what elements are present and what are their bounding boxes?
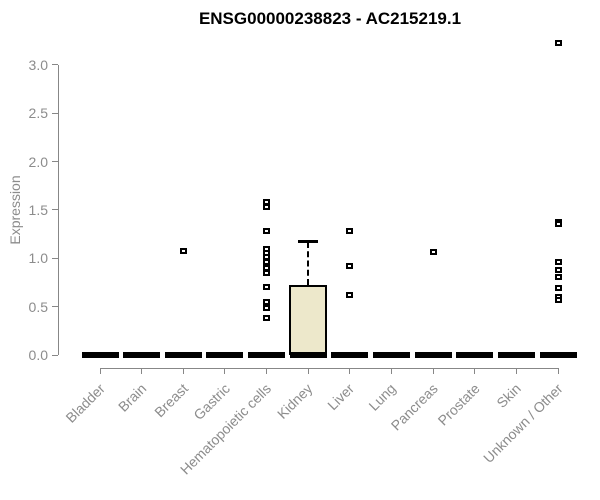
x-axis-tick	[474, 368, 476, 374]
median-bar	[289, 352, 327, 358]
y-axis-tick	[52, 209, 58, 211]
outlier-point	[263, 298, 271, 305]
category-label: Skin	[493, 380, 525, 411]
category-label: Breast	[151, 380, 191, 421]
x-axis-tick	[390, 368, 392, 374]
category-label: Unknown / Other	[480, 380, 566, 466]
x-axis-tick	[432, 368, 434, 374]
y-tick-label: 0.0	[28, 347, 48, 363]
x-axis-tick	[266, 368, 268, 374]
chart-title: ENSG00000238823 - AC215219.1	[198, 9, 462, 28]
y-tick-label: 2.5	[28, 105, 48, 122]
outlier-point	[263, 315, 271, 322]
outlier-point	[554, 296, 562, 303]
median-bar	[206, 352, 244, 358]
y-axis-tick	[52, 306, 58, 308]
category-label: Brain	[114, 380, 150, 415]
x-axis-tick	[99, 368, 101, 374]
outlier-point	[346, 292, 354, 299]
y-tick-label: 2.0	[28, 153, 48, 170]
median-bar	[248, 352, 286, 358]
x-axis-tick	[141, 368, 143, 374]
outlier-point	[554, 273, 562, 280]
median-bar	[81, 352, 119, 358]
outlier-point	[263, 204, 271, 211]
outlier-point	[554, 221, 562, 228]
median-bar	[497, 352, 535, 358]
category-label: Prostate	[434, 380, 483, 429]
outlier-point	[346, 228, 354, 235]
outlier-point	[179, 247, 187, 254]
x-axis-line	[100, 368, 558, 369]
median-bar	[164, 352, 202, 358]
outlier-point	[554, 259, 562, 266]
outlier-point	[554, 266, 562, 273]
outlier-point	[263, 284, 271, 291]
category-label: Kidney	[274, 380, 316, 422]
y-tick-label: 0.5	[28, 298, 48, 315]
outlier-point	[554, 39, 562, 46]
y-axis-tick	[52, 354, 58, 356]
category-label: Liver	[324, 380, 358, 414]
outlier-point	[554, 285, 562, 292]
median-bar	[539, 352, 577, 358]
y-tick-label: 3.0	[28, 56, 48, 73]
y-axis-tick	[52, 161, 58, 163]
category-label: Lung	[365, 380, 400, 414]
y-axis-tick	[52, 112, 58, 114]
x-axis-tick	[515, 368, 517, 374]
box	[289, 285, 328, 355]
median-bar	[331, 352, 369, 358]
median-bar	[123, 352, 161, 358]
outlier-point	[263, 304, 271, 311]
y-axis-tick	[52, 257, 58, 259]
outlier-point	[346, 263, 354, 270]
category-label: Bladder	[62, 380, 108, 426]
median-bar	[414, 352, 452, 358]
outlier-point	[263, 259, 271, 266]
x-axis-tick	[557, 368, 559, 374]
x-axis-tick	[349, 368, 351, 374]
x-axis-tick	[182, 368, 184, 374]
y-tick-label: 1.0	[28, 250, 48, 267]
median-bar	[456, 352, 494, 358]
outlier-point	[263, 269, 271, 276]
x-axis-tick	[307, 368, 309, 374]
whisker-line	[307, 241, 310, 286]
x-axis-tick	[224, 368, 226, 374]
y-axis-tick	[52, 64, 58, 66]
whisker-cap	[298, 240, 319, 244]
outlier-point	[263, 228, 271, 235]
y-axis-line	[58, 65, 59, 355]
median-bar	[372, 352, 410, 358]
y-tick-label: 1.5	[28, 201, 48, 218]
outlier-point	[429, 248, 437, 255]
